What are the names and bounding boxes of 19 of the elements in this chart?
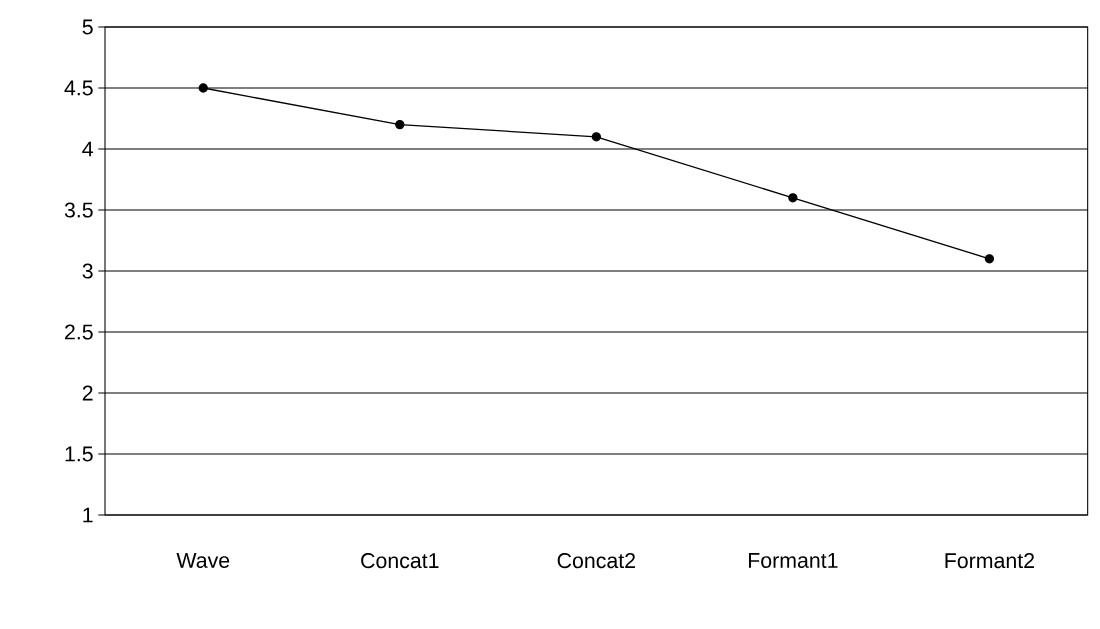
y-tick-label: 1.5	[65, 446, 93, 462]
point	[788, 193, 798, 203]
y-tick-label: 1	[83, 507, 93, 523]
point	[984, 254, 995, 264]
y-tick-label: 4.5	[64, 80, 93, 96]
point	[395, 119, 405, 130]
y-tick-label: 4	[82, 141, 93, 157]
x-tick-label: Formant2	[945, 553, 1034, 569]
x-tick-label: Formant1	[748, 553, 838, 568]
y-tick-label: 3	[82, 263, 93, 279]
x-tick-label: Concat1	[361, 553, 439, 569]
x-tick-label: Concat2	[557, 553, 635, 569]
point	[198, 83, 208, 93]
y-tick-label: 5	[82, 19, 93, 35]
y-tick-label: 2.5	[65, 324, 93, 340]
x-tick-label: Wave	[176, 553, 230, 568]
y-tick-label: 2	[82, 385, 93, 401]
y-tick-label: 3.5	[64, 202, 93, 218]
point	[591, 132, 602, 142]
